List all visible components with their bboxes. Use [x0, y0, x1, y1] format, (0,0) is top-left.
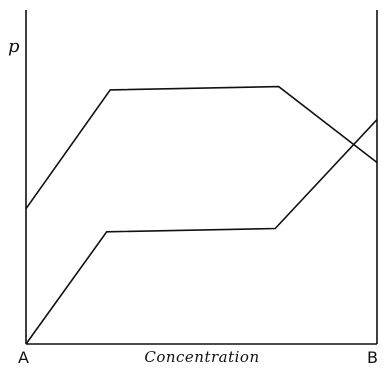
- endpoint-label-a: A: [18, 348, 29, 367]
- x-axis-label: Concentration: [144, 348, 259, 366]
- lower-curve: [25, 119, 378, 345]
- endpoint-label-b: B: [367, 348, 378, 367]
- upper-curve: [25, 85, 378, 210]
- y-axis-label: p: [8, 36, 20, 57]
